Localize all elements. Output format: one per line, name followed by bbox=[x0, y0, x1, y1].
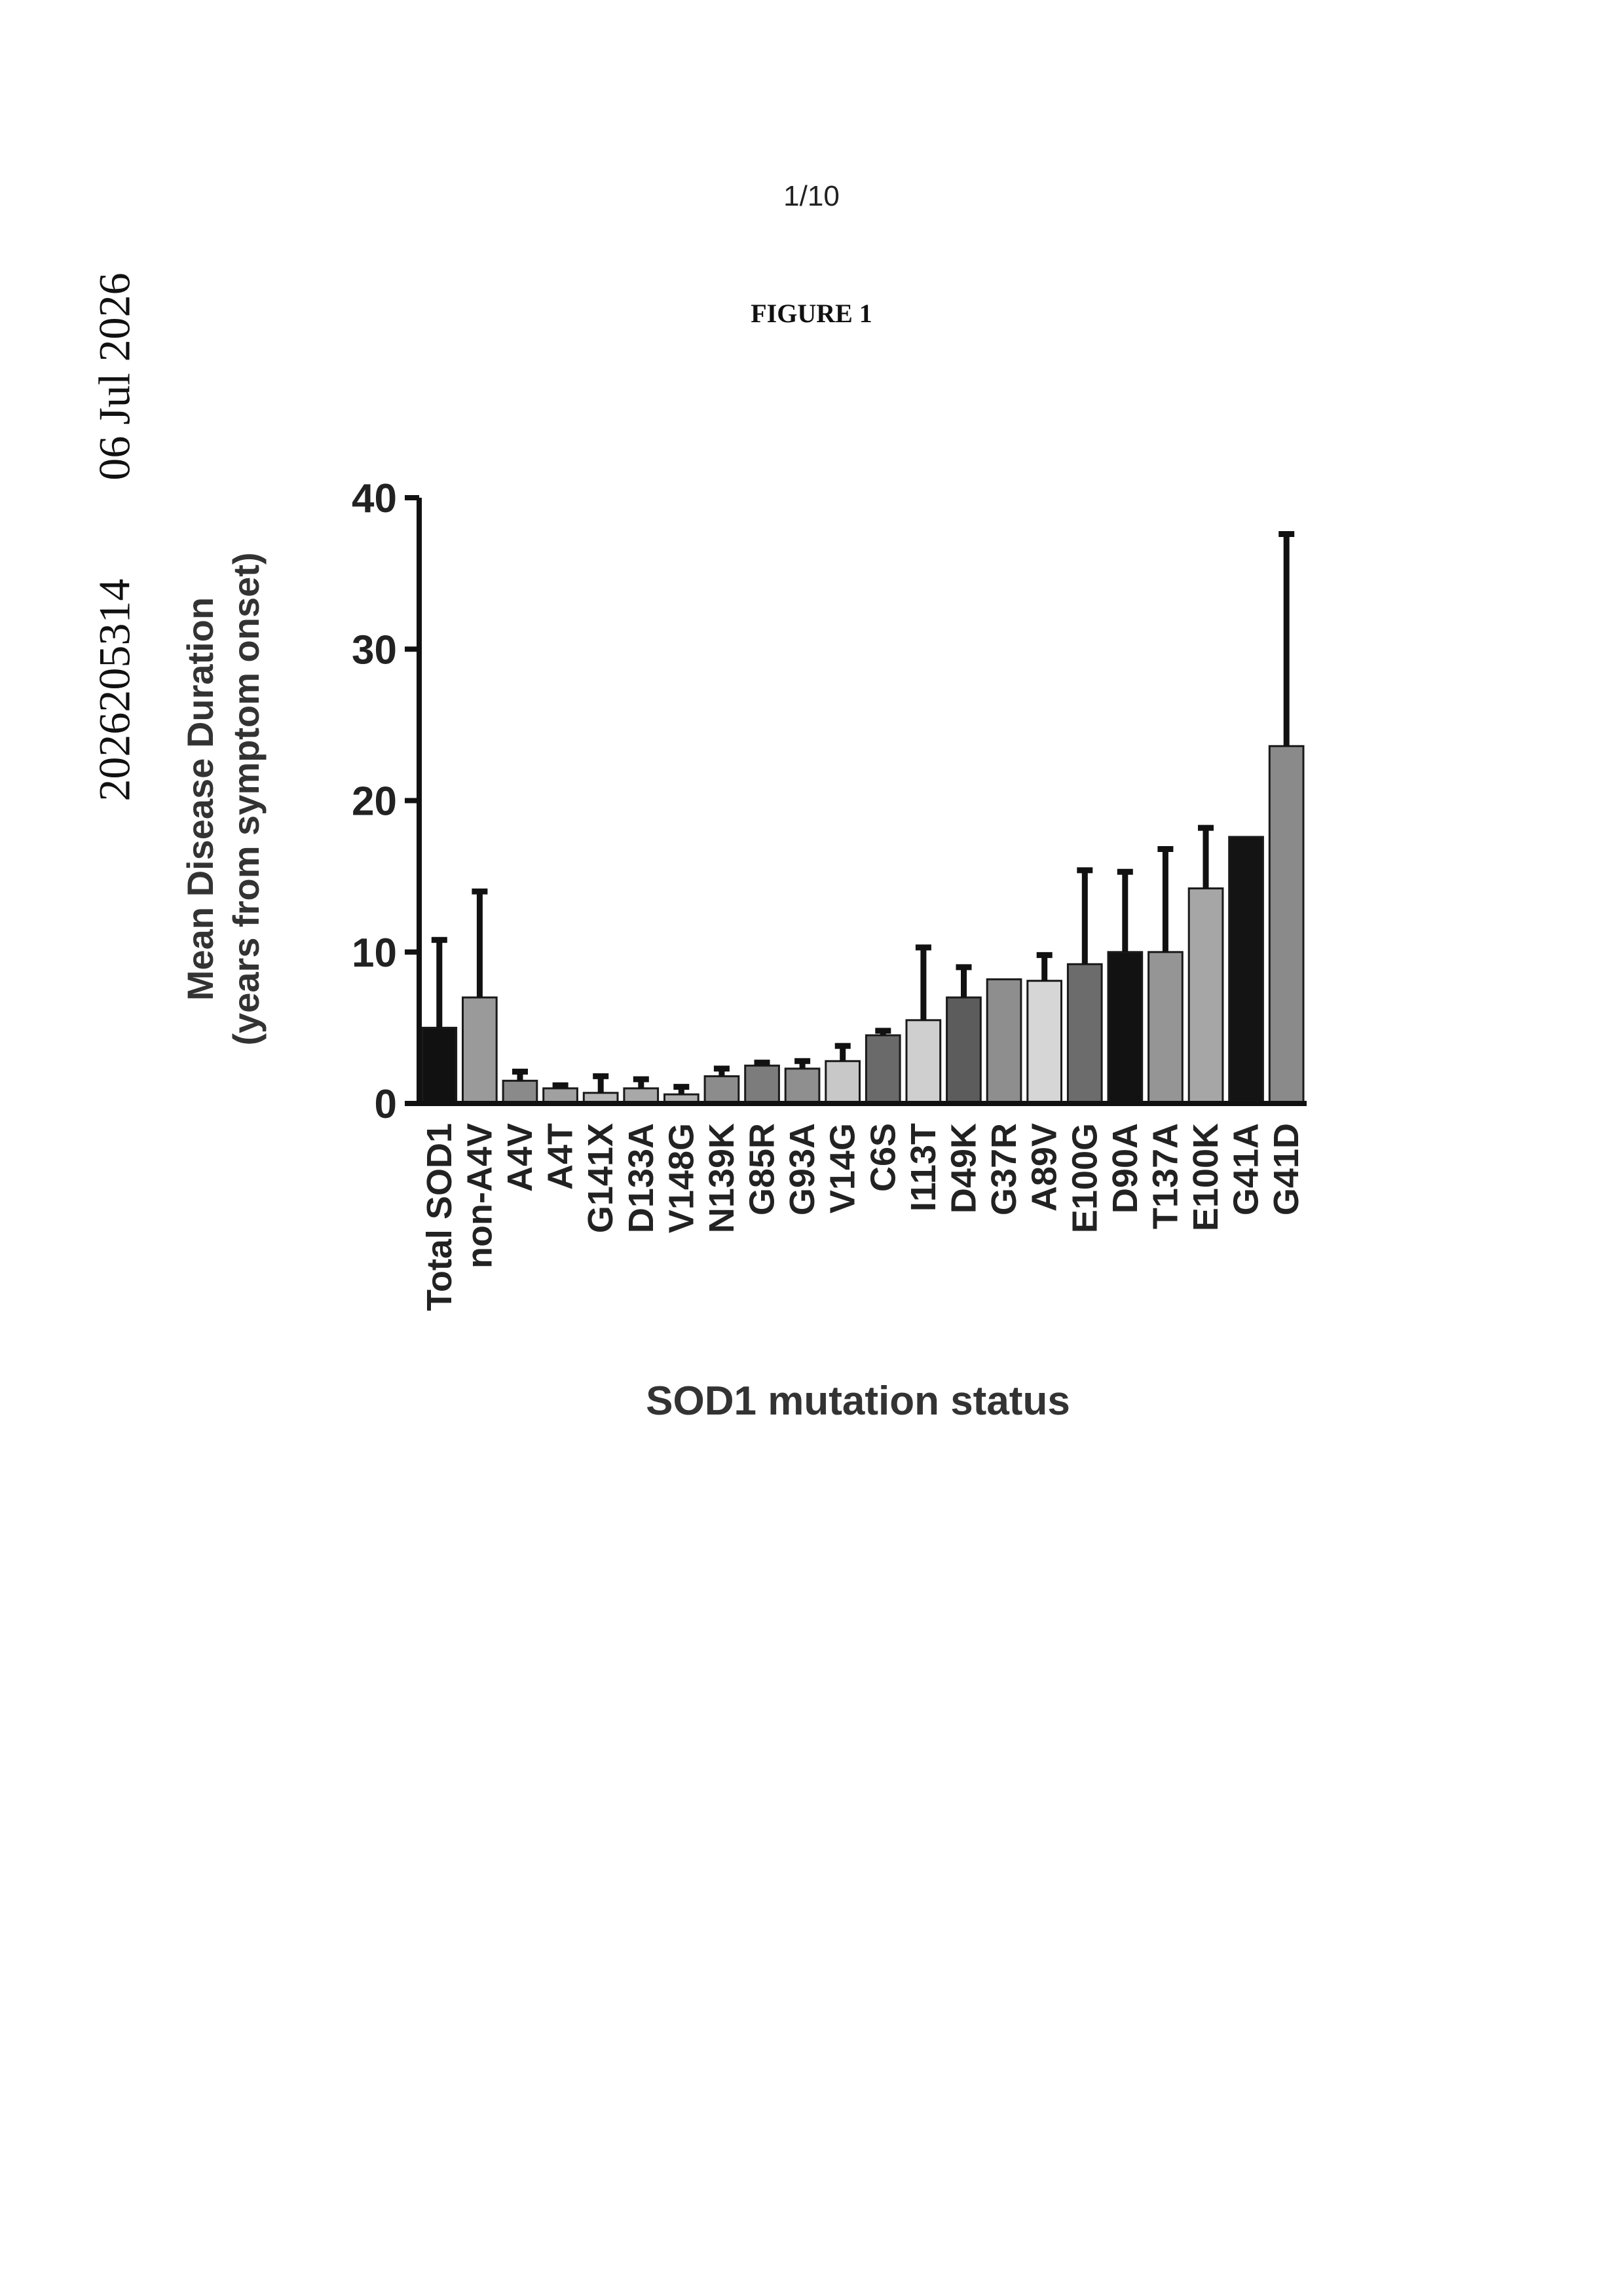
x-tick-label: A4V bbox=[500, 1123, 540, 1192]
x-tick-label: T137A bbox=[1146, 1123, 1185, 1229]
x-axis-title: SOD1 mutation status bbox=[646, 1379, 1070, 1424]
bar-total-sod1 bbox=[422, 1028, 457, 1103]
x-tick-label: D49K bbox=[944, 1123, 984, 1213]
bar-n139k bbox=[705, 1076, 739, 1103]
y-tick-label: 10 bbox=[352, 931, 397, 976]
bar-v14g bbox=[826, 1061, 860, 1103]
bar-d90a bbox=[1108, 952, 1142, 1103]
y-axis-title-line2: (years from symptom onset) bbox=[225, 552, 267, 1045]
x-tick-label: I113T bbox=[904, 1123, 943, 1212]
bar-g41d bbox=[1269, 746, 1303, 1103]
y-tick-label: 30 bbox=[352, 627, 397, 673]
x-tick-label: G85R bbox=[743, 1123, 782, 1215]
bar-non-a4v bbox=[463, 997, 497, 1103]
x-tick-label: D133A bbox=[622, 1123, 661, 1233]
x-tick-label: A89V bbox=[1025, 1123, 1064, 1212]
bar-g93a bbox=[785, 1069, 819, 1103]
x-tick-label: G41A bbox=[1227, 1123, 1266, 1215]
x-tick-label: V148G bbox=[662, 1123, 701, 1233]
x-tick-label: E100K bbox=[1186, 1123, 1225, 1231]
bar-g85r bbox=[745, 1065, 779, 1103]
x-tick-label: A4T bbox=[541, 1123, 580, 1190]
bar-a4v bbox=[503, 1081, 537, 1103]
bar-g37r bbox=[987, 979, 1021, 1103]
x-tick-label: G141X bbox=[581, 1123, 620, 1233]
x-tick-label: non-A4V bbox=[460, 1123, 499, 1268]
bar-d49k bbox=[947, 997, 981, 1103]
x-tick-label: C6S bbox=[863, 1123, 903, 1192]
x-tick-label: V14G bbox=[823, 1123, 863, 1213]
y-tick-label: 20 bbox=[352, 779, 397, 824]
bars-layer bbox=[422, 746, 1303, 1103]
bar-e100g bbox=[1068, 964, 1102, 1103]
x-tick-label: D90A bbox=[1106, 1123, 1145, 1213]
bar-a89v bbox=[1028, 981, 1062, 1103]
x-tick-label: E100G bbox=[1065, 1123, 1104, 1233]
bar-e100k bbox=[1189, 889, 1223, 1103]
bar-g41a bbox=[1229, 837, 1263, 1103]
y-axis-title-line1: Mean Disease Duration bbox=[179, 597, 221, 1001]
y-tick-label: 0 bbox=[375, 1082, 397, 1127]
bar-i113t bbox=[906, 1020, 941, 1103]
y-tick-label: 40 bbox=[352, 476, 397, 521]
x-tick-label: N139K bbox=[702, 1123, 741, 1233]
bar-c6s bbox=[866, 1035, 900, 1103]
x-tick-label: G37R bbox=[984, 1123, 1024, 1215]
bar-t137a bbox=[1149, 952, 1183, 1103]
x-tick-label: G41D bbox=[1267, 1123, 1306, 1215]
x-tick-label: G93A bbox=[783, 1123, 822, 1215]
x-tick-label: Total SOD1 bbox=[420, 1123, 459, 1311]
